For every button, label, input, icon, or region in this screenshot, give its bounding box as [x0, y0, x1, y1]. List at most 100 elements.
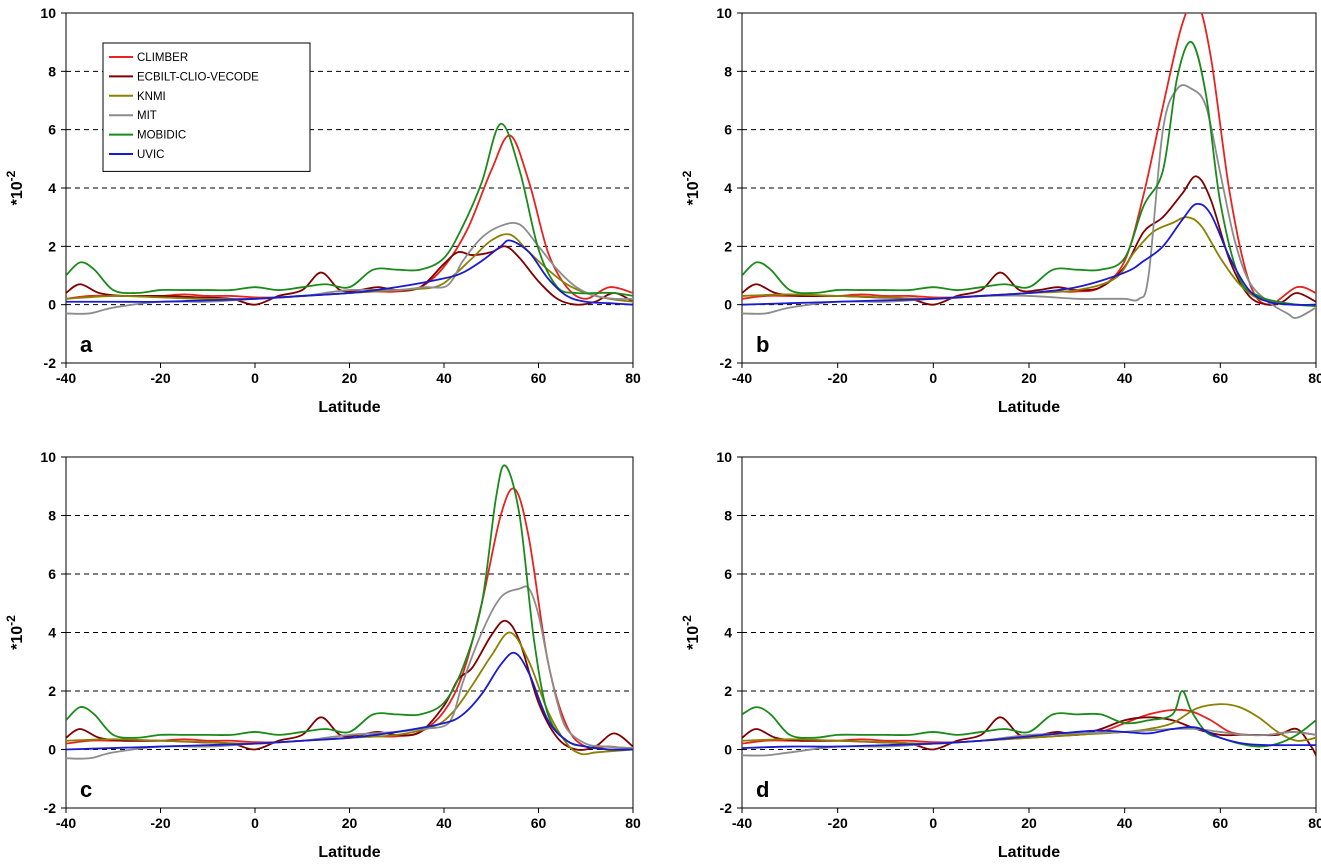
x-tick-label: -40	[56, 370, 76, 386]
x-tick-label: -20	[828, 815, 848, 831]
y-tick-label: -2	[720, 800, 733, 816]
y-tick-label: 10	[716, 5, 732, 21]
y-axis-title-base: *10	[9, 626, 26, 650]
y-axis-title-base: *10	[9, 181, 26, 205]
panel-label: d	[756, 777, 769, 802]
panel-label: c	[80, 777, 92, 802]
series-line-mobidic	[66, 464, 633, 751]
y-tick-label: 2	[724, 238, 732, 254]
legend-box	[102, 42, 311, 172]
y-tick-label: 8	[48, 508, 56, 524]
y-axis-title-base: *10	[685, 626, 702, 650]
y-tick-label: 10	[40, 5, 56, 21]
series-line-knmi	[742, 703, 1316, 745]
series-line-mobidic	[742, 41, 1316, 308]
x-axis-title: Latitude	[998, 399, 1060, 416]
x-tick-label: 0	[929, 370, 937, 386]
series-line-uvic	[742, 202, 1316, 306]
y-tick-label: 10	[40, 449, 56, 465]
series-line-knmi	[742, 216, 1316, 306]
x-tick-label: -40	[732, 370, 752, 386]
series-line-ecbilt-clio-vecode	[66, 245, 633, 306]
y-tick-label: 0	[48, 297, 56, 313]
x-tick-label: 40	[436, 370, 452, 386]
x-tick-label: 40	[436, 815, 452, 831]
x-tick-label: 60	[1213, 370, 1229, 386]
x-tick-label: 20	[342, 370, 358, 386]
y-tick-label: 0	[48, 742, 56, 758]
y-tick-label: 4	[48, 625, 56, 641]
y-axis-title-exponent: -2	[4, 615, 18, 626]
x-tick-label: 0	[251, 815, 259, 831]
series-line-knmi	[66, 631, 633, 756]
y-tick-label: 8	[724, 508, 732, 524]
series-lines	[66, 464, 633, 760]
y-tick-label: 4	[724, 625, 732, 641]
y-tick-label: 6	[724, 122, 732, 138]
x-tick-label: -40	[56, 815, 76, 831]
y-axis-title-base: *10	[685, 181, 702, 205]
legend-entry: MOBIDIC	[137, 130, 186, 142]
x-tick-label: 80	[1308, 370, 1321, 386]
y-tick-label: 4	[48, 180, 56, 196]
y-tick-label: 2	[724, 683, 732, 699]
x-tick-label: 20	[1021, 815, 1037, 831]
y-tick-label: 0	[724, 742, 732, 758]
y-axis-title-exponent: -2	[4, 170, 18, 181]
y-axis-title: *10-2	[4, 615, 26, 650]
legend: CLIMBER ECBILT-CLIO-VECODE KNMI MIT MOBIDIC U…	[102, 42, 311, 172]
x-tick-label: 0	[251, 370, 259, 386]
x-tick-label: -20	[150, 370, 170, 386]
y-tick-label: 2	[48, 683, 56, 699]
series-lines	[742, 13, 1316, 319]
legend-entry: ECBILT-CLIO-VECODE	[137, 71, 259, 83]
y-axis-title: *10-2	[680, 615, 702, 650]
series-lines	[66, 122, 633, 315]
x-tick-label: 40	[1117, 370, 1133, 386]
y-axis-title-exponent: -2	[680, 170, 694, 181]
y-tick-label: 6	[48, 566, 56, 582]
y-tick-label: 6	[48, 122, 56, 138]
y-axis-title: *10-2	[4, 170, 26, 205]
panel-label: b	[756, 332, 769, 357]
x-tick-label: 0	[929, 815, 937, 831]
x-tick-label: 80	[625, 815, 641, 831]
x-tick-label: -20	[828, 370, 848, 386]
legend-entry: MIT	[137, 110, 157, 122]
x-tick-label: -40	[732, 815, 752, 831]
x-tick-label: 60	[1213, 815, 1229, 831]
legend-entry: UVIC	[137, 149, 164, 161]
x-axis-title: Latitude	[998, 844, 1060, 861]
series-line-mit	[66, 221, 633, 315]
panel-label: a	[80, 332, 93, 357]
x-axis-title: Latitude	[318, 399, 380, 416]
y-tick-label: -2	[44, 800, 57, 816]
y-axis-title: *10-2	[680, 170, 702, 205]
series-line-uvic	[66, 239, 633, 306]
x-tick-label: 60	[531, 370, 547, 386]
y-tick-label: 0	[724, 297, 732, 313]
x-tick-label: 20	[1021, 370, 1037, 386]
x-tick-label: 40	[1117, 815, 1133, 831]
x-tick-label: -20	[150, 815, 170, 831]
x-tick-label: 20	[342, 815, 358, 831]
series-line-mit	[742, 84, 1316, 319]
y-tick-label: 4	[724, 180, 732, 196]
series-line-mobidic	[66, 122, 633, 297]
y-tick-label: -2	[720, 355, 733, 371]
x-tick-label: 80	[1308, 815, 1321, 831]
legend-entry: KNMI	[137, 91, 166, 103]
legend-entry: CLIMBER	[137, 52, 188, 64]
y-axis-title-exponent: -2	[680, 615, 694, 626]
series-line-mit	[66, 585, 633, 760]
y-tick-label: -2	[44, 355, 57, 371]
x-axis-title: Latitude	[318, 844, 380, 861]
series-lines	[742, 690, 1316, 757]
y-tick-label: 8	[724, 63, 732, 79]
series-line-ecbilt-clio-vecode	[66, 619, 633, 751]
